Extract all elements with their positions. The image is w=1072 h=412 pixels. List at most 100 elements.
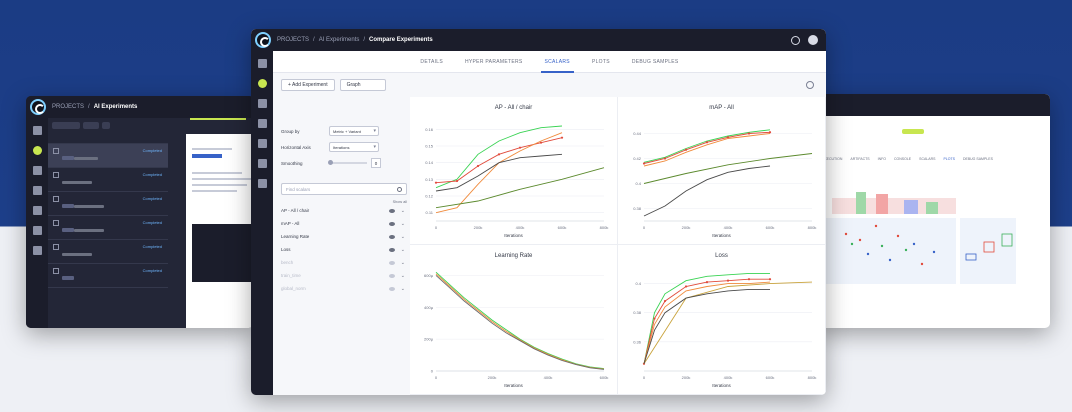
plugin-icon[interactable] xyxy=(32,246,42,255)
metric-item[interactable]: AP - All / chair ⌄ xyxy=(281,204,407,217)
left-breadcrumb-projects[interactable]: PROJECTS xyxy=(52,104,85,110)
view-mode-select[interactable]: Graph xyxy=(339,79,386,91)
archive-button[interactable] xyxy=(83,121,99,129)
scatter-plot-preview xyxy=(826,192,1016,284)
experiment-row[interactable]: Completed xyxy=(48,216,168,240)
scalar-controls-panel: Group by Metric + Variant Horizontal Axi… xyxy=(281,123,407,323)
series-line xyxy=(435,271,605,370)
chevron-down-icon[interactable]: ⌄ xyxy=(400,207,405,214)
eye-icon[interactable] xyxy=(389,221,395,226)
plot-xlabel: Iterations xyxy=(712,383,731,388)
eye-off-icon[interactable] xyxy=(389,286,395,291)
table-icon[interactable] xyxy=(257,139,267,148)
group-by-select[interactable]: Metric + Variant xyxy=(329,126,379,136)
metric-label: train_time xyxy=(281,273,301,278)
metric-item[interactable]: Learning Rate ⌄ xyxy=(281,230,407,243)
metric-item[interactable]: global_norm ⌄ xyxy=(281,282,407,295)
right-tab[interactable]: SCALARS xyxy=(919,157,936,161)
chevron-down-icon[interactable]: ⌄ xyxy=(400,259,405,266)
experiment-row[interactable]: Completed xyxy=(48,240,168,264)
chevron-down-icon[interactable]: ⌄ xyxy=(400,285,405,292)
tools-icon[interactable] xyxy=(257,159,267,168)
tools-icon[interactable] xyxy=(32,226,42,235)
brain-icon[interactable] xyxy=(32,146,42,155)
x-tick-label: 600k xyxy=(766,225,775,230)
experiment-row[interactable]: Completed xyxy=(48,144,168,168)
right-tab[interactable]: CONSOLE xyxy=(894,157,912,161)
y-tick-label: 0.12 xyxy=(425,194,434,199)
map-all-plot[interactable]: mAP - All 0.38 0.4 0.42 0.44 0 200k 400k 600k 80… xyxy=(618,97,826,245)
loss-plot[interactable]: Loss 0.36 0.38 0.4 0 200k 400k 600k 800k Iterat… xyxy=(618,245,826,395)
data-point xyxy=(768,131,772,134)
list-icon[interactable] xyxy=(257,119,267,128)
home-icon[interactable] xyxy=(32,126,42,135)
learning-rate-plot[interactable]: Learning Rate 0 200µ 400µ 600µ 0 200k 400k 600k… xyxy=(410,245,618,395)
right-tabs: EXECUTION ARTIFACTS INFO CONSOLE SCALARS… xyxy=(822,157,1044,161)
left-breadcrumb-project[interactable]: AI Experiments xyxy=(93,104,138,110)
right-tab[interactable]: DEBUG SAMPLES xyxy=(962,157,993,161)
tab-scalars[interactable]: SCALARS xyxy=(540,51,575,73)
right-tab[interactable]: INFO xyxy=(877,157,886,161)
add-experiment-button[interactable]: + Add Experiment xyxy=(281,79,335,91)
y-tick-label: 0.11 xyxy=(426,210,434,215)
right-tab[interactable]: ARTIFACTS xyxy=(850,157,870,161)
tab-details[interactable]: DETAILS xyxy=(420,58,443,65)
metric-item[interactable]: bench ⌄ xyxy=(281,256,407,269)
breadcrumb-projects[interactable]: PROJECTS xyxy=(277,37,310,43)
layers-icon[interactable] xyxy=(257,99,267,108)
metric-item[interactable]: mAP - All ⌄ xyxy=(281,217,407,230)
help-icon[interactable] xyxy=(791,35,800,45)
compare-experiments-window: PROJECTS / AI Experiments / Compare Expe… xyxy=(251,29,826,395)
chevron-down-icon[interactable]: ⌄ xyxy=(400,246,405,253)
status-badge xyxy=(902,129,924,134)
horizontal-axis-select[interactable]: Iterations xyxy=(329,142,379,152)
eye-icon[interactable] xyxy=(389,247,395,252)
right-tab[interactable]: EXECUTION xyxy=(822,157,843,161)
experiment-row[interactable]: Completed xyxy=(48,192,168,216)
smoothing-slider[interactable] xyxy=(328,160,367,165)
x-tick-label: 0 xyxy=(435,375,438,380)
chevron-down-icon[interactable]: ⌄ xyxy=(400,233,405,240)
y-tick-label: 0.42 xyxy=(633,156,642,161)
tab-hyper-parameters[interactable]: HYPER PARAMETERS xyxy=(465,58,523,65)
plugin-icon[interactable] xyxy=(257,179,267,188)
ap-chair-plot[interactable]: AP - All / chair 0.11 0.12 0.13 0.14 0.15 0.1… xyxy=(410,97,618,245)
metric-item[interactable]: train_time ⌄ xyxy=(281,269,407,282)
avatar[interactable] xyxy=(808,35,818,45)
right-tab[interactable]: PLOTS xyxy=(943,157,955,161)
plot-title: Loss xyxy=(715,253,728,259)
y-tick-label: 0.4 xyxy=(635,281,641,286)
home-icon[interactable] xyxy=(257,59,267,68)
list-icon[interactable] xyxy=(32,186,42,195)
experiment-row[interactable]: Completed xyxy=(48,264,168,288)
eye-icon[interactable] xyxy=(389,234,395,239)
y-tick-label: 0.38 xyxy=(633,206,642,211)
new-experiment-button[interactable] xyxy=(52,121,80,129)
search-icon xyxy=(397,187,402,192)
experiment-status: Completed xyxy=(142,172,162,177)
brain-icon[interactable] xyxy=(257,79,267,88)
logo-icon[interactable] xyxy=(255,32,271,48)
y-tick-label: 0.13 xyxy=(425,177,434,182)
eye-icon[interactable] xyxy=(389,208,395,213)
eye-off-icon[interactable] xyxy=(389,260,395,265)
chevron-down-icon[interactable]: ⌄ xyxy=(400,272,405,279)
layers-icon[interactable] xyxy=(32,166,42,175)
tab-debug-samples[interactable]: DEBUG SAMPLES xyxy=(631,58,679,65)
data-point xyxy=(684,148,688,151)
data-point xyxy=(663,157,667,160)
smoothing-input[interactable]: 0 xyxy=(371,158,381,168)
breadcrumb-project[interactable]: AI Experiments xyxy=(318,37,360,43)
find-scalars-input[interactable]: Find scalars xyxy=(281,183,407,195)
show-all-link[interactable]: Show all xyxy=(392,200,407,204)
y-tick-label: 0.44 xyxy=(633,131,642,136)
tab-indicator xyxy=(190,118,246,120)
eye-off-icon[interactable] xyxy=(389,273,395,278)
settings-icon[interactable] xyxy=(806,81,814,89)
table-icon[interactable] xyxy=(32,206,42,215)
experiment-row[interactable]: Completed xyxy=(48,168,168,192)
menu-button[interactable] xyxy=(102,121,110,129)
tab-plots[interactable]: PLOTS xyxy=(591,58,610,65)
chevron-down-icon[interactable]: ⌄ xyxy=(400,220,405,227)
metric-item[interactable]: Loss ⌄ xyxy=(281,243,407,256)
